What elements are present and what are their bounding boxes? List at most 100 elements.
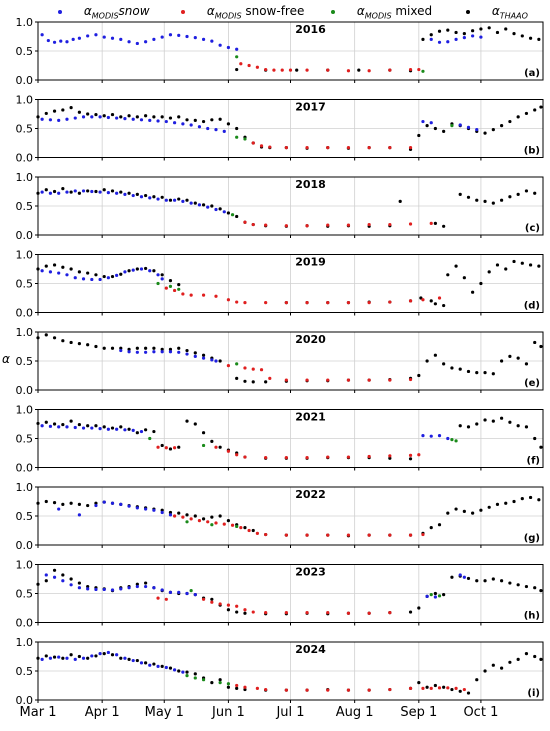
data-point-thaao: [537, 264, 541, 268]
data-point-thaao: [442, 129, 446, 133]
data-point-thaao: [69, 106, 73, 110]
y-tick-label: 1.0: [16, 481, 34, 494]
data-point-thaao: [210, 204, 214, 208]
panel-year-title: 2021: [295, 411, 326, 424]
data-point-snow: [57, 191, 61, 195]
legend-snow-marker: [58, 10, 62, 15]
panel-year-title: 2017: [295, 101, 326, 114]
data-point-snowfree: [284, 146, 288, 150]
data-point-thaao: [495, 30, 500, 35]
data-point-thaao: [119, 190, 123, 194]
data-point-thaao: [160, 273, 164, 277]
data-point-snowfree: [189, 517, 193, 521]
data-point-thaao: [471, 511, 475, 515]
data-point-snow: [185, 352, 189, 356]
data-point-thaao: [483, 579, 487, 583]
data-point-snow: [197, 125, 202, 129]
data-point-thaao: [475, 198, 479, 202]
data-point-thaao: [36, 191, 40, 195]
data-point-thaao: [475, 371, 479, 375]
data-point-snow: [152, 586, 156, 590]
data-point-thaao: [462, 276, 466, 280]
data-point-thaao: [160, 664, 164, 668]
panel-year-title: 2022: [295, 488, 326, 501]
data-point-thaao: [533, 654, 537, 659]
panel-letter: (a): [524, 68, 540, 79]
data-point-snow: [421, 434, 425, 438]
data-point-thaao: [504, 501, 508, 505]
data-point-snowfree: [156, 445, 160, 449]
data-point-snowfree: [235, 604, 239, 608]
data-point-snow: [181, 670, 185, 674]
data-point-snow: [127, 504, 131, 508]
data-point-thaao: [110, 274, 115, 279]
data-point-snow: [181, 199, 185, 203]
data-point-snowfree: [346, 611, 351, 615]
data-point-thaao: [160, 443, 164, 448]
data-point-thaao: [77, 502, 81, 506]
data-point-snow: [131, 428, 135, 432]
data-point-thaao: [210, 597, 214, 601]
data-point-thaao: [168, 347, 173, 351]
x-tick-label: May 1: [145, 705, 184, 720]
data-point-snow: [177, 350, 181, 354]
data-point-snowfree: [280, 68, 284, 72]
data-point-snow: [144, 584, 148, 589]
data-point-snow: [148, 269, 152, 273]
data-point-thaao: [539, 105, 543, 109]
data-point-thaao: [243, 611, 247, 615]
data-point-mixed: [201, 443, 206, 448]
data-point-snowfree: [268, 145, 272, 149]
data-point-snow: [429, 434, 433, 438]
data-point-thaao: [177, 283, 181, 287]
data-point-thaao: [36, 421, 40, 426]
data-point-thaao: [61, 265, 65, 269]
panel-year-title: 2020: [295, 333, 326, 346]
data-point-thaao: [417, 373, 421, 378]
data-point-thaao: [69, 653, 73, 657]
y-tick-label: 0.0: [16, 462, 34, 475]
data-point-thaao: [524, 189, 529, 193]
data-point-thaao: [127, 269, 131, 273]
data-point-snow: [40, 117, 44, 121]
data-point-thaao: [52, 336, 57, 340]
y-tick-label: 1.0: [16, 404, 34, 417]
data-point-thaao: [295, 68, 299, 72]
data-point-thaao: [36, 267, 40, 271]
data-point-snowfree: [264, 611, 268, 615]
data-point-thaao: [144, 346, 148, 350]
x-tick-label: Jun 1: [211, 705, 245, 720]
data-point-thaao: [52, 568, 57, 572]
data-point-snow: [57, 655, 61, 659]
data-point-thaao: [102, 274, 106, 279]
data-point-snowfree: [201, 293, 206, 297]
data-point-snowfree: [172, 446, 177, 450]
data-point-thaao: [429, 526, 433, 530]
data-point-snow: [115, 273, 119, 277]
data-point-thaao: [210, 515, 214, 519]
x-tick-label: Oct 1: [463, 705, 498, 720]
legend-snow: αMODISsnow: [58, 4, 150, 20]
data-point-thaao: [177, 346, 181, 350]
data-point-snow: [127, 350, 131, 354]
data-point-thaao: [61, 339, 65, 343]
data-point-snow: [210, 39, 214, 43]
data-point-snowfree: [251, 141, 255, 145]
data-point-snowfree: [235, 683, 239, 688]
data-point-snow: [172, 121, 177, 125]
data-point-thaao: [160, 347, 164, 351]
data-point-snow: [110, 588, 115, 592]
data-point-snow: [139, 267, 144, 271]
data-point-snowfree: [288, 68, 293, 72]
data-point-thaao: [177, 115, 181, 119]
data-point-snowfree: [243, 220, 247, 224]
data-point-thaao: [44, 333, 48, 337]
data-point-thaao: [119, 272, 123, 276]
data-point-snowfree: [214, 521, 218, 525]
data-point-snow: [139, 429, 144, 434]
data-point-snowfree: [346, 533, 351, 537]
data-point-thaao: [528, 495, 533, 500]
data-point-snowfree: [243, 608, 247, 612]
y-tick-label: 0.5: [16, 278, 34, 291]
data-point-snowfree: [421, 298, 425, 302]
